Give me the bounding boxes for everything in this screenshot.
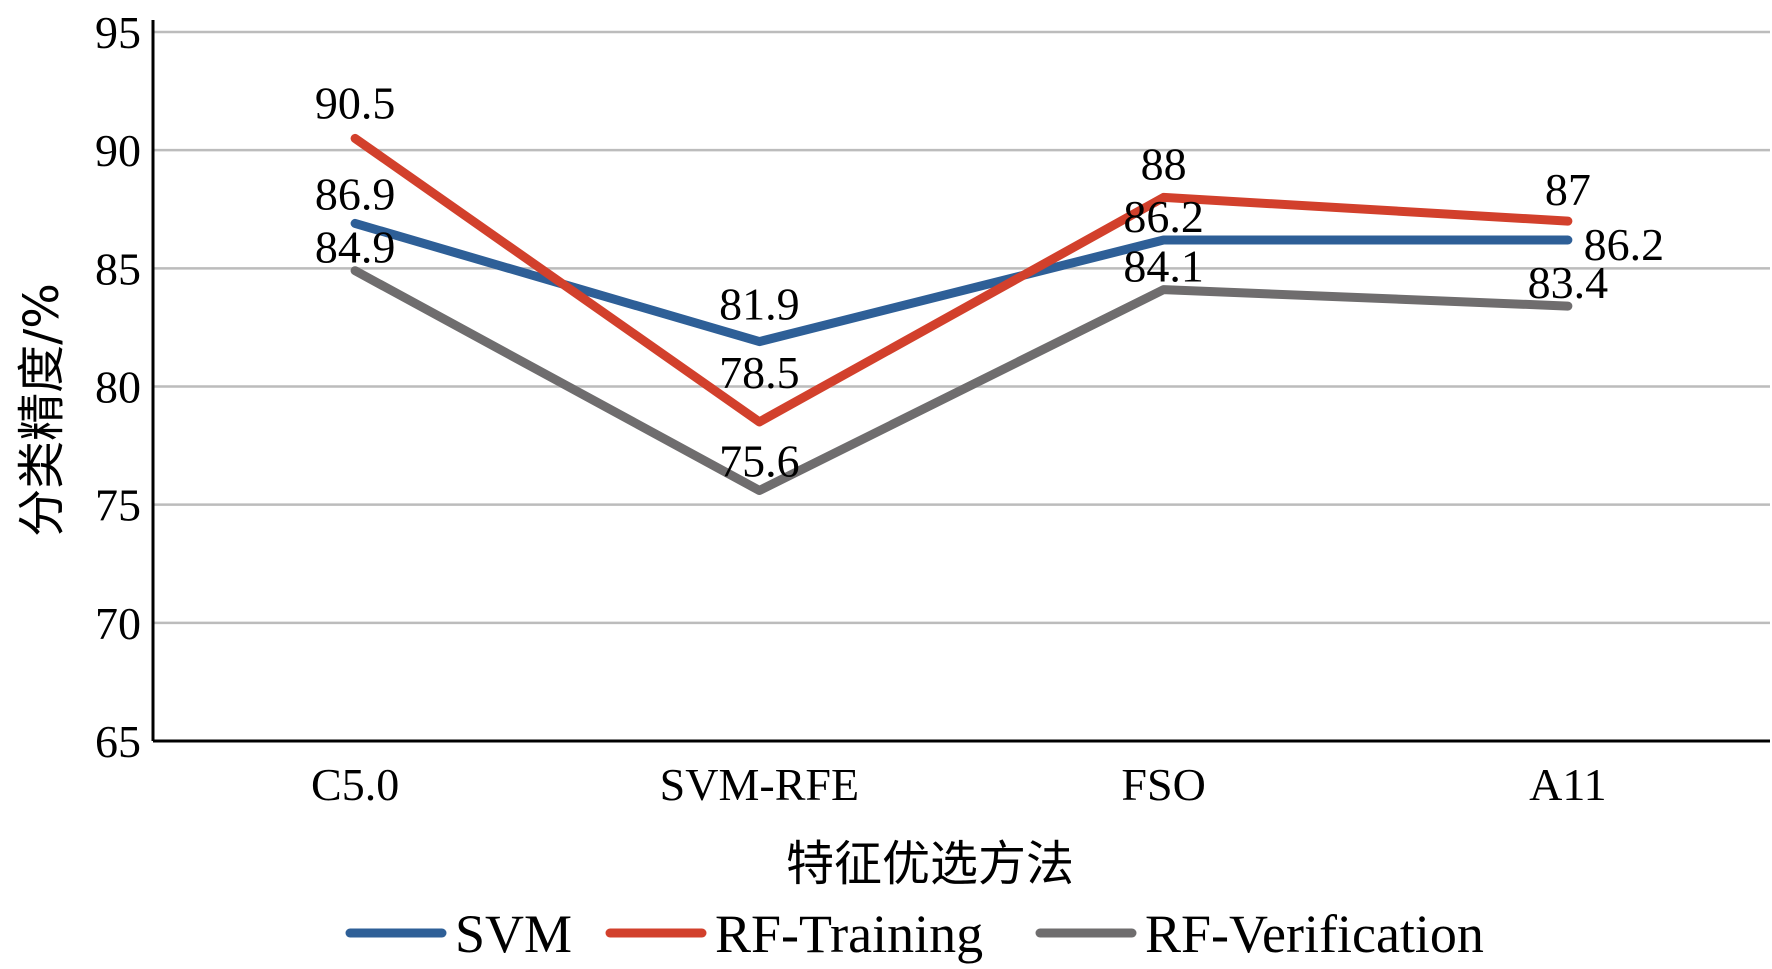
x-tick-label: SVM-RFE <box>660 759 859 810</box>
series-line-rf-verification <box>350 266 1573 495</box>
x-tick-label: C5.0 <box>311 759 399 810</box>
axes <box>151 20 1770 743</box>
data-label: 86.2 <box>1123 191 1204 242</box>
y-tick-label: 75 <box>95 480 141 531</box>
y-axis-title: 分类精度/% <box>14 283 70 537</box>
y-tick-label: 65 <box>95 716 141 767</box>
legend-label: SVM <box>455 904 572 964</box>
data-label: 84.1 <box>1123 241 1204 292</box>
data-label: 88 <box>1141 138 1187 189</box>
x-tick-label: FSO <box>1121 759 1205 810</box>
data-labels: 86.9 81.9 86.2 86.2 90.5 78.5 88 87 84.9 75.6 84.1… <box>315 77 1664 486</box>
legend-label: RF-Verification <box>1145 904 1484 964</box>
x-tick-label: A11 <box>1529 759 1607 810</box>
gridlines <box>153 30 1770 625</box>
data-label: 90.5 <box>315 77 396 128</box>
legend: SVM RF-Training RF-Verification <box>345 904 1484 964</box>
legend-label: RF-Training <box>715 904 983 964</box>
y-tick-label: 70 <box>95 598 141 649</box>
data-label: 83.4 <box>1528 257 1609 308</box>
x-axis-title: 特征优选方法 <box>786 836 1074 892</box>
series-line-rf-training <box>350 133 1573 427</box>
y-tick-labels: 65 70 75 80 85 90 95 <box>95 7 141 767</box>
y-tick-label: 90 <box>95 125 141 176</box>
y-tick-label: 95 <box>95 7 141 58</box>
data-label: 87 <box>1545 164 1591 215</box>
x-tick-labels: C5.0 SVM-RFE FSO A11 <box>311 759 1607 810</box>
data-label: 81.9 <box>719 279 800 330</box>
data-label: 78.5 <box>719 347 800 398</box>
data-label: 86.9 <box>315 168 396 219</box>
y-tick-label: 80 <box>95 362 141 413</box>
data-label: 75.6 <box>719 435 800 486</box>
series-line-svm <box>350 218 1573 347</box>
data-label: 86.2 <box>1584 219 1665 270</box>
data-label: 84.9 <box>315 222 396 273</box>
series-lines <box>350 133 1573 495</box>
y-tick-label: 85 <box>95 243 141 294</box>
